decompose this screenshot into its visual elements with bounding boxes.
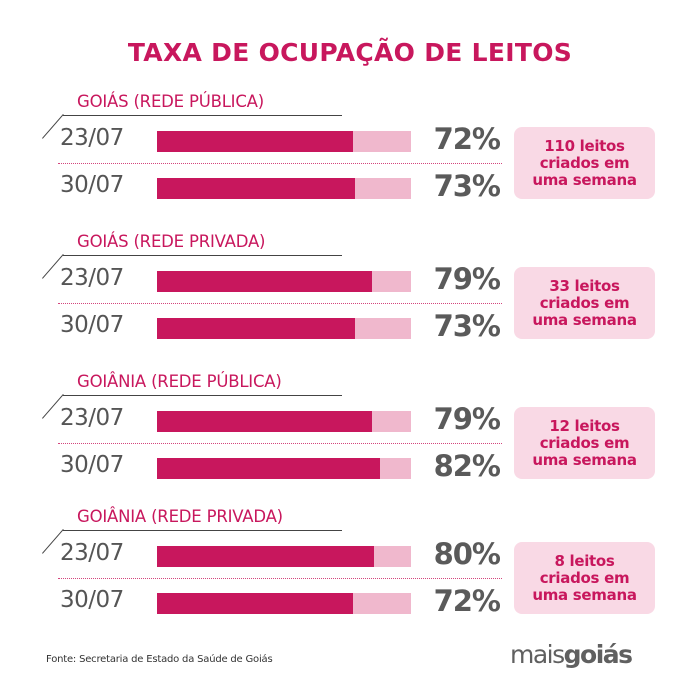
bar-track: [157, 178, 411, 199]
note-line: 110 leitos: [544, 136, 625, 155]
value-label: 79%: [433, 262, 501, 296]
bar-track: [157, 318, 411, 339]
section-2: GOIÁS (REDE PRIVADA) 23/07 79% 30/07 73% 33 l…: [0, 232, 700, 362]
beds-created-note: 8 leitos criados em uma semana: [514, 542, 655, 614]
value-label: 72%: [433, 122, 501, 156]
section-underline: [63, 255, 342, 256]
logo-part-mais: mais: [510, 640, 565, 669]
date-label: 23/07: [60, 125, 124, 151]
date-label: 30/07: [60, 312, 124, 338]
date-label: 30/07: [60, 172, 124, 198]
section-underline: [63, 115, 342, 116]
note-line: uma semana: [532, 450, 637, 469]
note-line: 33 leitos: [549, 276, 620, 295]
bar: [157, 411, 372, 432]
note-line: 8 leitos: [554, 551, 615, 570]
bar: [157, 546, 375, 567]
date-label: 30/07: [60, 587, 124, 613]
bar: [157, 593, 353, 614]
note-line: uma semana: [532, 170, 637, 189]
date-label: 30/07: [60, 452, 124, 478]
bar-track: [157, 458, 411, 479]
logo-part-goias: goiás: [563, 640, 633, 669]
bar-track: [157, 593, 411, 614]
note-line: criados em: [539, 433, 630, 452]
value-label: 80%: [433, 537, 501, 571]
section-label: GOIÁS (REDE PRIVADA): [77, 232, 266, 251]
row-separator: [58, 303, 502, 304]
bar-track: [157, 131, 411, 152]
bar-track: [157, 271, 411, 292]
row-separator: [58, 443, 502, 444]
date-label: 23/07: [60, 405, 124, 431]
bar-track: [157, 411, 411, 432]
section-4: GOIÂNIA (REDE PRIVADA) 23/07 80% 30/07 72% 8 …: [0, 507, 700, 637]
value-label: 72%: [433, 584, 501, 618]
section-3: GOIÂNIA (REDE PÚBLICA) 23/07 79% 30/07 82% 12…: [0, 372, 700, 502]
date-label: 23/07: [60, 265, 124, 291]
bar: [157, 178, 356, 199]
value-label: 73%: [433, 169, 501, 203]
beds-created-note: 12 leitos criados em uma semana: [514, 407, 655, 479]
row-separator: [58, 578, 502, 579]
section-underline: [63, 530, 342, 531]
bar: [157, 131, 353, 152]
section-label: GOIÂNIA (REDE PÚBLICA): [77, 372, 282, 391]
value-label: 82%: [433, 449, 501, 483]
section-label: GOIÂNIA (REDE PRIVADA): [77, 507, 283, 526]
chart-title: TAXA DE OCUPAÇÃO DE LEITOS: [127, 38, 573, 67]
note-line: criados em: [539, 153, 630, 172]
note-line: uma semana: [532, 585, 637, 604]
note-line: uma semana: [532, 310, 637, 329]
note-line: criados em: [539, 568, 630, 587]
section-underline: [63, 395, 342, 396]
source-note: Fonte: Secretaria de Estado da Saúde de …: [46, 654, 273, 665]
maisgoias-logo: maisgoiás: [510, 640, 633, 669]
section-1: GOIÁS (REDE PÚBLICA) 23/07 72% 30/07 73% 110 …: [0, 92, 700, 222]
bar: [157, 318, 356, 339]
date-label: 23/07: [60, 540, 124, 566]
bar: [157, 271, 372, 292]
value-label: 79%: [433, 402, 501, 436]
beds-created-note: 33 leitos criados em uma semana: [514, 267, 655, 339]
section-label: GOIÁS (REDE PÚBLICA): [77, 92, 264, 111]
note-line: criados em: [539, 293, 630, 312]
bar: [157, 458, 380, 479]
note-line: 12 leitos: [549, 416, 620, 435]
row-separator: [58, 163, 502, 164]
value-label: 73%: [433, 309, 501, 343]
beds-created-note: 110 leitos criados em uma semana: [514, 127, 655, 199]
bar-track: [157, 546, 411, 567]
